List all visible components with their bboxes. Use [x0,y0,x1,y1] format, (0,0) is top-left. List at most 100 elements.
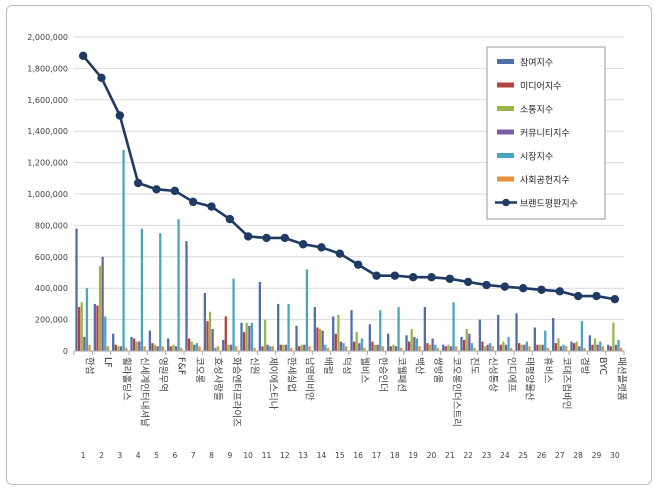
bar-소통지수 [502,341,505,351]
x-index-label: 14 [317,451,327,460]
trend-point [445,274,455,283]
bar-커뮤니티지수 [321,330,324,351]
trend-point [188,197,198,207]
bar-참여지수 [588,335,591,351]
bar-소통지수 [117,346,120,351]
bar-시장지수 [269,346,272,351]
bar-미디어지수 [316,327,319,351]
x-index-label: 7 [191,451,196,460]
bar-커뮤니티지수 [248,325,251,351]
trend-point [280,233,290,243]
bar-시장지수 [434,344,437,351]
bar-참여지수 [295,325,298,351]
bar-시장지수 [104,316,107,351]
bar-시장지수 [140,228,144,351]
bar-사회공헌지수 [235,346,238,351]
bar-커뮤니티지수 [596,344,599,351]
bar-미디어지수 [536,344,539,351]
bar-시장지수 [544,330,547,351]
bar-사회공헌지수 [400,347,403,351]
trend-point [298,240,308,249]
x-category-label: 인디에프 [505,357,516,392]
brand-reputation-chart: 0 200,000 400,000 600,000 800,000 1,000,000 1,… [27,33,626,460]
bar-소통지수 [153,344,157,351]
bar-사회공헌지수 [510,347,513,351]
bar-소통지수 [208,311,212,351]
bar-소통지수 [483,346,487,351]
bar-커뮤니티지수 [101,256,104,351]
bar-사회공헌지수 [326,347,329,351]
bar-시장지수 [177,219,180,351]
bar-커뮤니티지수 [211,329,214,351]
trend-point [372,271,381,280]
x-category-label: 신성통상 [487,357,498,392]
bar-커뮤니티지수 [541,344,544,351]
trend-point [518,284,528,293]
bar-소통지수 [80,302,83,351]
bar-소통지수 [282,344,285,351]
trend-point [152,185,161,194]
bar-커뮤니티지수 [523,344,526,351]
bar-참여지수 [607,344,610,351]
bar-커뮤니티지수 [83,336,86,351]
x-category-label: 휴비스 [542,357,553,383]
bar-시장지수 [250,322,254,351]
bar-사회공헌지수 [345,346,348,351]
trend-point [133,178,143,188]
bar-참여지수 [368,324,371,351]
trend-point [500,282,510,291]
bar-사회공헌지수 [491,346,494,351]
x-index-label: 8 [209,451,214,460]
bar-커뮤니티지수 [119,346,123,351]
bar-시장지수 [159,233,162,351]
bar-사회공헌지수 [418,346,421,351]
x-category-label: 신세계인터내셔날 [139,357,151,427]
bar-사회공헌지수 [528,346,531,351]
trend-point [262,233,271,243]
bar-미디어지수 [371,341,374,351]
x-index-label: 30 [610,451,620,460]
trend-point [170,186,180,196]
bar-시장지수 [324,344,327,351]
x-index-label: 22 [463,451,473,460]
bar-참여지수 [332,316,335,351]
bar-소통지수 [190,341,193,351]
bar-시장지수 [232,278,235,351]
bar-시장지수 [305,269,309,351]
x-index-label: 29 [592,451,602,460]
x-category-label: 배럴 [322,357,333,374]
x-category-label: 신원 [249,357,260,374]
bar-사회공헌지수 [601,346,604,351]
bar-미디어지수 [517,343,521,351]
bar-참여지수 [222,340,225,351]
chart-frame: 0 200,000 400,000 600,000 800,000 1,000,000 1,… [6,5,652,485]
bar-커뮤니티지수 [284,344,288,351]
bar-참여지수 [240,322,243,351]
bar-시장지수 [122,150,125,351]
trend-point [225,214,235,224]
x-category-label: 쌍방울 [432,357,443,383]
bar-사회공헌지수 [180,347,183,351]
bar-커뮤니티지수 [468,333,471,351]
x-index-label: 16 [353,451,363,460]
bar-커뮤니티지수 [174,346,178,351]
x-category-label: 효성사랑들 [212,357,224,401]
bar-사회공헌지수 [143,346,146,351]
trend-point [243,232,253,241]
bar-소통지수 [428,344,432,351]
bar-사회공헌지수 [565,346,568,351]
y-tick-label: 1,800,000 [27,64,68,73]
legend-marker [502,198,510,207]
x-category-label: 코오롱 [194,357,205,383]
trend-point [573,291,583,301]
x-category-label: 경방 [579,357,591,375]
bar-소통지수 [300,344,303,351]
legend-label: 사회공헌지수 [520,175,570,186]
bar-미디어지수 [444,346,447,351]
bar-시장지수 [452,302,455,351]
bar-미디어지수 [132,338,136,351]
bar-참여지수 [203,292,206,351]
trend-point [408,273,418,282]
bar-사회공헌지수 [473,347,476,351]
x-category-label: 백산 [414,357,425,375]
